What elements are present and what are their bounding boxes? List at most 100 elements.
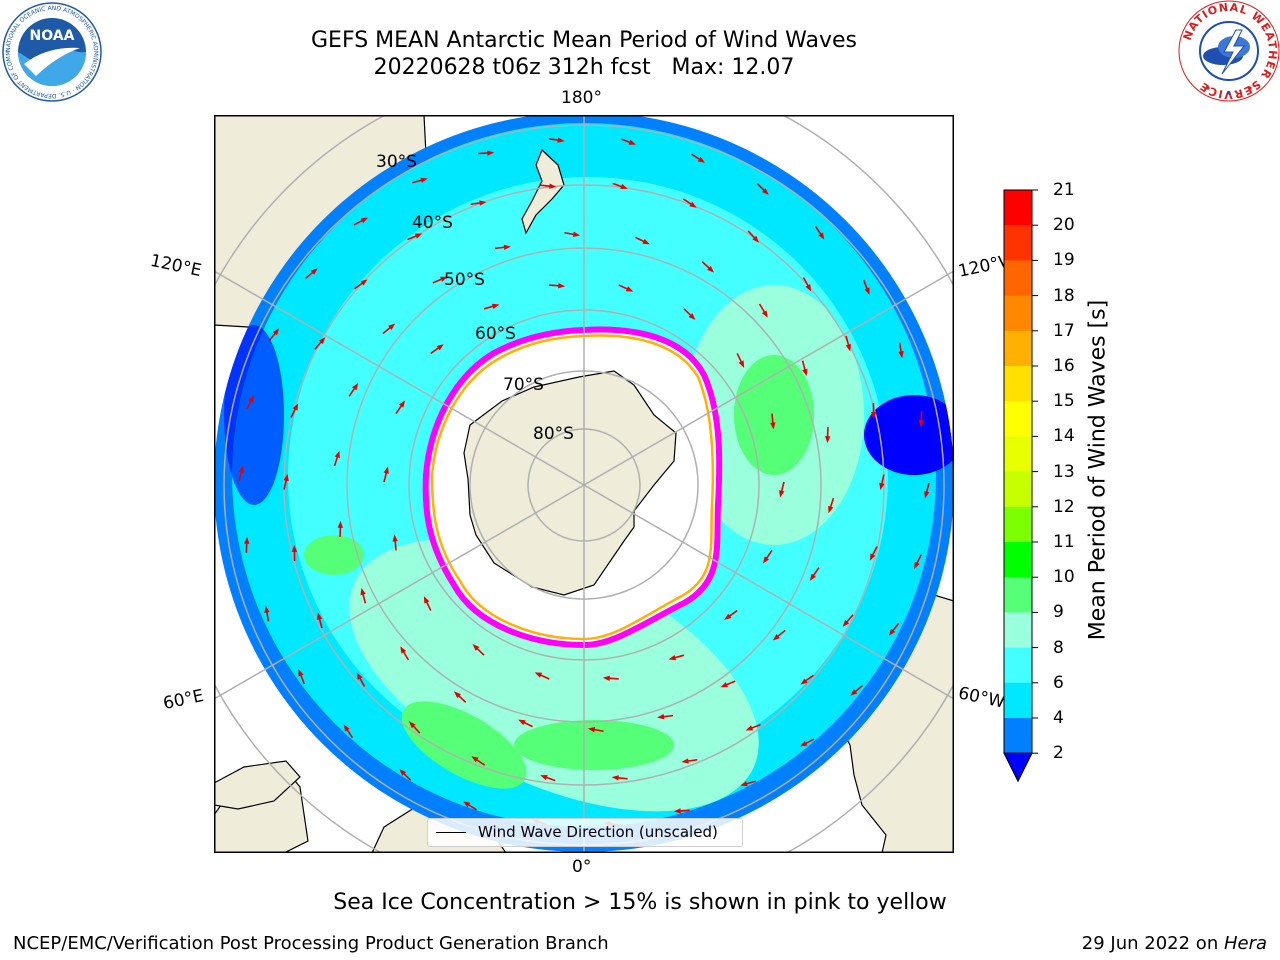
wave-arrow-head: [549, 183, 557, 189]
wave-arrow-head: [264, 605, 270, 613]
colorbar-tick-label: 11: [1053, 532, 1075, 552]
wave-arrow-head: [436, 344, 444, 351]
wave-arrow-head: [244, 536, 250, 544]
wave-arrow-head: [534, 672, 543, 678]
wave-arrow-head: [503, 244, 511, 251]
wave-arrow-head: [761, 188, 769, 195]
colorbar-segment: [1004, 471, 1032, 508]
wave-arrow-head: [772, 634, 780, 641]
wave-arrow-head: [800, 678, 808, 685]
wind-wave-direction-arrows: [238, 137, 930, 827]
footer-machine: Hera: [1223, 933, 1267, 954]
nws-logo-icon: NATIONAL WEATHER SERVICE: [1178, 0, 1280, 102]
wave-arrow-head: [360, 217, 369, 224]
wave-arrow-head: [697, 156, 706, 163]
wave-arrow-head: [398, 400, 406, 408]
wave-arrow-head: [408, 721, 416, 729]
wave-arrow-head: [888, 628, 896, 636]
latitude-label-30s: 30°S: [376, 152, 417, 172]
wave-arrow-head: [291, 545, 298, 553]
wave-arrow-head: [914, 561, 920, 569]
wave-arrow-head: [761, 310, 768, 318]
wave-arrow-head: [399, 769, 407, 776]
map-area: [214, 115, 954, 853]
colorbar-segment: [1004, 506, 1032, 543]
wave-arrow-head: [360, 279, 368, 286]
wave-arrow-head: [238, 465, 244, 473]
wave-arrow-head: [479, 200, 487, 206]
wave-arrow-head: [343, 724, 350, 732]
wave-arrow-head: [383, 466, 389, 474]
colorbar-segment: [1004, 577, 1032, 613]
wave-arrow-head: [611, 775, 619, 781]
colorbar-label: Mean Period of Wind Waves [s]: [1085, 299, 1111, 641]
wave-arrow-head: [642, 238, 650, 245]
colorbar-tick-label: 8: [1053, 637, 1064, 658]
wave-arrow-head: [414, 233, 423, 239]
wave-arrow-head: [471, 756, 479, 763]
wave-arrow-head: [400, 646, 407, 654]
wave-arrow-head: [628, 139, 637, 145]
wave-arrow-head: [310, 268, 318, 275]
wave-arrow-head: [681, 758, 689, 764]
colorbar-tick-label: 17: [1053, 320, 1075, 341]
wave-arrow-head: [462, 801, 471, 808]
colorbar-segment: [1004, 260, 1032, 297]
wave-arrow-head: [318, 337, 326, 345]
meridian-label-0: 0°: [572, 857, 592, 877]
new-zealand: [521, 148, 565, 235]
wave-arrow-head: [879, 482, 885, 491]
wave-arrow-head: [918, 420, 924, 428]
wave-arrow-head: [487, 150, 495, 156]
noaa-logo-text: NOAA: [30, 28, 75, 44]
wave-arrow-head: [724, 613, 732, 620]
wave-arrow-head: [745, 725, 754, 731]
wave-arrow-head: [298, 669, 304, 677]
colorbar-segment: [1004, 612, 1032, 649]
wave-arrow-head: [388, 323, 396, 330]
wave-arrow-head: [392, 534, 398, 542]
wave-arrow-head: [738, 360, 745, 368]
wave-arrow-head: [898, 351, 904, 359]
wave-arrow-head: [799, 740, 808, 747]
wave-arrow-head: [337, 520, 344, 528]
meridian-label-120e: 120°E: [148, 250, 204, 282]
wave-arrow-head: [720, 682, 728, 688]
wave-arrow-head: [818, 232, 825, 240]
latitude-label-50s: 50°S: [444, 270, 485, 290]
colorbar-segment: [1004, 401, 1032, 437]
meridian-label-60e: 60°E: [161, 685, 206, 715]
wave-arrow-head: [620, 183, 628, 189]
wave-arrow-head: [453, 691, 461, 699]
colorbar: [1003, 189, 1038, 783]
wave-arrow-head: [472, 644, 480, 651]
wave-arrow-head: [802, 368, 808, 377]
colorbar-tick-label: 14: [1053, 426, 1075, 447]
wave-arrow-head: [845, 344, 851, 352]
wave-arrow-head: [602, 675, 610, 681]
footer-credit: NCEP/EMC/Verification Post Processing Pr…: [13, 933, 609, 954]
wave-arrow-head: [334, 450, 340, 459]
wave-arrow-head: [864, 287, 870, 295]
latitude-label-60s: 60°S: [475, 324, 516, 344]
wave-arrow-head: [805, 284, 812, 292]
meridian-label-180: 180°: [561, 88, 602, 108]
wave-arrow-head: [809, 573, 816, 581]
colorbar-tick-label: 12: [1053, 496, 1075, 517]
noaa-logo-icon: NATIONAL OCEANIC AND ATMOSPHERIC ADMINIS…: [2, 2, 102, 102]
legend-label: Wind Wave Direction (unscaled): [478, 823, 718, 841]
latitude-label-80s: 80°S: [533, 424, 574, 444]
antarctica: [463, 370, 677, 596]
colorbar-tick-label: 15: [1053, 391, 1075, 412]
wave-arrow-head: [870, 411, 877, 419]
wave-arrow-head: [360, 587, 366, 596]
wave-arrow-head: [707, 265, 715, 273]
wave-arrow-head: [540, 775, 548, 781]
wave-arrow-head: [924, 491, 930, 499]
wave-arrow-head: [292, 403, 299, 411]
wave-arrow-head: [779, 490, 785, 498]
wave-arrow-head: [572, 231, 581, 237]
colorbar-segment: [1004, 682, 1032, 719]
colorbar-tick-label: 21: [1053, 180, 1075, 200]
colorbar-segment: [1004, 295, 1032, 332]
